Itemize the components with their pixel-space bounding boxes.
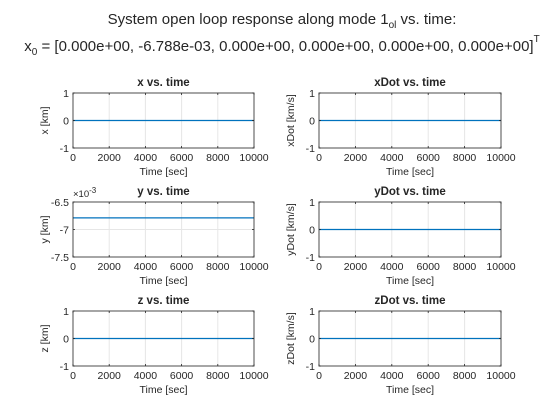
x-tick-label: 2000	[98, 261, 122, 273]
x-tick-label: 4000	[380, 152, 404, 164]
y-axis-label: y [km]	[39, 215, 51, 243]
y-tick-label: -7	[60, 225, 69, 237]
x-tick-label: 0	[70, 261, 76, 273]
x-axis-label: Time [sec]	[386, 275, 434, 287]
x-tick-label: 6000	[417, 152, 441, 164]
y-tick-label: 1	[63, 306, 69, 318]
y-tick-label: 1	[309, 88, 315, 100]
y-tick-label: 0	[309, 225, 315, 237]
x-tick-label: 8000	[453, 370, 477, 382]
y-tick-label: 0	[63, 334, 69, 346]
x-tick-label: 4000	[380, 370, 404, 382]
subplot-2: 0 2000 4000 6000 8000 10000 -7.5 -7 -6.5 ×10-3 y v…	[39, 186, 269, 287]
x-tick-label: 0	[316, 370, 322, 382]
x-tick-label: 0	[316, 261, 322, 273]
x-tick-label: 0	[70, 370, 76, 382]
x-tick-label: 10000	[239, 370, 268, 382]
y-axis-label: zDot [km/s]	[285, 312, 297, 365]
x-tick-label: 6000	[170, 152, 194, 164]
y-tick-label: 1	[63, 88, 69, 100]
x-axis-label: Time [sec]	[386, 166, 434, 178]
x-tick-label: 4000	[134, 370, 158, 382]
x-tick-label: 2000	[98, 370, 122, 382]
y-tick-label: -7.5	[51, 252, 69, 264]
x-tick-label: 4000	[134, 261, 158, 273]
x-tick-label: 10000	[486, 370, 515, 382]
subplot-title: zDot vs. time	[375, 295, 446, 307]
subplot-title: x vs. time	[137, 77, 189, 89]
subplot-title: y vs. time	[137, 186, 189, 198]
x-tick-label: 2000	[344, 261, 368, 273]
x-tick-label: 6000	[417, 370, 441, 382]
y-tick-label: 0	[309, 116, 315, 128]
y-tick-label: -1	[60, 143, 69, 155]
y-tick-label: 0	[63, 116, 69, 128]
y-axis-label: xDot [km/s]	[285, 94, 297, 147]
x-tick-label: 2000	[344, 152, 368, 164]
x-tick-label: 4000	[380, 261, 404, 273]
y-exponent-label: ×10-3	[73, 186, 97, 200]
x-tick-label: 0	[316, 152, 322, 164]
y-tick-label: -1	[306, 143, 315, 155]
y-tick-label: -1	[306, 252, 315, 264]
subplot-title: yDot vs. time	[374, 186, 446, 198]
x-axis-label: Time [sec]	[139, 275, 187, 287]
x-tick-label: 2000	[98, 152, 122, 164]
x-tick-label: 10000	[239, 152, 268, 164]
y-tick-label: 0	[309, 334, 315, 346]
figure-title-line1: System open loop response along mode 1ol…	[108, 11, 457, 31]
y-tick-label: -6.5	[51, 197, 69, 209]
y-axis-label: x [km]	[39, 106, 51, 134]
y-tick-label: -1	[60, 361, 69, 373]
x-axis-label: Time [sec]	[139, 384, 187, 396]
x-tick-label: 8000	[206, 152, 230, 164]
subplot-title: z vs. time	[138, 295, 190, 307]
x-axis-label: Time [sec]	[139, 166, 187, 178]
x-tick-label: 0	[70, 152, 76, 164]
x-tick-label: 10000	[486, 152, 515, 164]
x-tick-label: 6000	[417, 261, 441, 273]
x-tick-label: 8000	[453, 152, 477, 164]
x-tick-label: 4000	[134, 152, 158, 164]
figure-title-line2: x0 = [0.000e+00, -6.788e-03, 0.000e+00, …	[24, 34, 539, 58]
subplot-title: xDot vs. time	[374, 77, 446, 89]
x-tick-label: 8000	[453, 261, 477, 273]
x-tick-label: 2000	[344, 370, 368, 382]
x-tick-label: 8000	[206, 261, 230, 273]
x-axis-label: Time [sec]	[386, 384, 434, 396]
x-tick-label: 8000	[206, 370, 230, 382]
y-tick-label: -1	[306, 361, 315, 373]
y-tick-label: 1	[309, 197, 315, 209]
y-axis-label: yDot [km/s]	[285, 203, 297, 256]
x-tick-label: 10000	[486, 261, 515, 273]
x-tick-label: 6000	[170, 261, 194, 273]
y-tick-label: 1	[309, 306, 315, 318]
y-axis-label: z [km]	[39, 324, 51, 352]
x-tick-label: 6000	[170, 370, 194, 382]
x-tick-label: 10000	[239, 261, 268, 273]
